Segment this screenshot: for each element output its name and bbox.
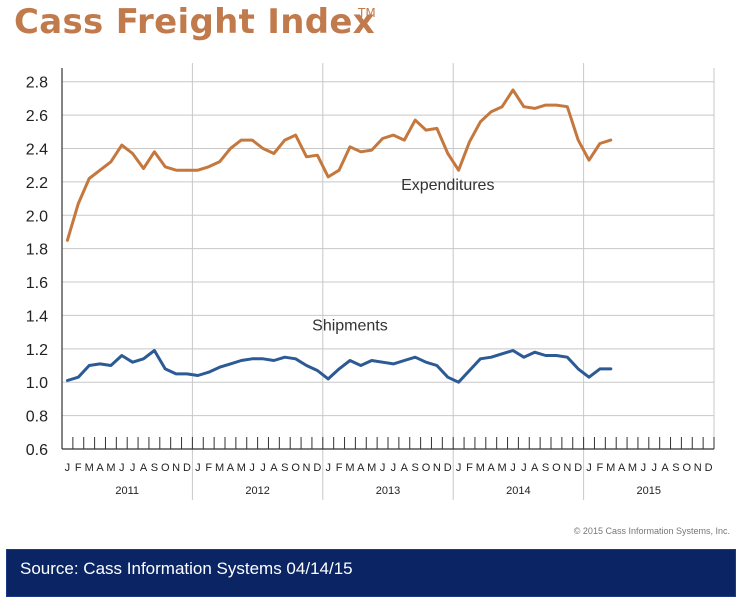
month-tick-label: A bbox=[227, 462, 235, 474]
month-tick-label: F bbox=[205, 462, 212, 474]
month-tick-label: M bbox=[345, 462, 354, 474]
month-tick-label: M bbox=[628, 462, 637, 474]
month-tick-label: A bbox=[140, 462, 148, 474]
month-tick-label: F bbox=[75, 462, 82, 474]
y-tick-label: 0.6 bbox=[26, 442, 48, 459]
month-tick-label: N bbox=[172, 462, 180, 474]
month-tick-label: N bbox=[433, 462, 441, 474]
chart-title: Cass Freight Index bbox=[14, 2, 375, 42]
month-tick-label: J bbox=[65, 462, 71, 474]
month-tick-label: F bbox=[597, 462, 604, 474]
month-tick-label: S bbox=[672, 462, 679, 474]
month-tick-label: N bbox=[303, 462, 311, 474]
y-tick-label: 2.6 bbox=[26, 108, 48, 125]
series-label-shipments: Shipments bbox=[312, 317, 388, 334]
month-tick-label: J bbox=[510, 462, 516, 474]
month-tick-label: M bbox=[85, 462, 94, 474]
series-line-expenditures bbox=[65, 88, 613, 242]
month-tick-label: J bbox=[119, 462, 125, 474]
year-label: 2013 bbox=[376, 485, 400, 497]
month-tick-label: A bbox=[401, 462, 409, 474]
month-tick-label: J bbox=[456, 462, 462, 474]
y-tick-label: 2.0 bbox=[26, 208, 48, 225]
month-tick-label: A bbox=[488, 462, 496, 474]
source-text: Source: Cass Information Systems 04/14/1… bbox=[20, 559, 353, 578]
month-tick-label: S bbox=[411, 462, 418, 474]
trademark-mark: TM bbox=[358, 6, 376, 20]
grid-lines bbox=[62, 63, 715, 500]
month-tick-label: O bbox=[291, 462, 300, 474]
month-tick-label: J bbox=[195, 462, 201, 474]
month-tick-label: J bbox=[586, 462, 592, 474]
month-tick-label: S bbox=[542, 462, 549, 474]
month-tick-label: J bbox=[325, 462, 331, 474]
month-tick-label: O bbox=[422, 462, 431, 474]
copyright-notice: © 2015 Cass Information Systems, Inc. bbox=[573, 526, 730, 536]
month-tick-label: M bbox=[606, 462, 615, 474]
axes bbox=[61, 68, 715, 450]
y-tick-label: 1.4 bbox=[26, 308, 48, 325]
source-banner: Source: Cass Information Systems 04/14/1… bbox=[6, 549, 736, 597]
month-tick-label: N bbox=[563, 462, 571, 474]
y-tick-label: 1.6 bbox=[26, 275, 48, 292]
year-labels: 2011 2012 2013 2014 2015 bbox=[115, 485, 661, 497]
month-tick-label: A bbox=[357, 462, 365, 474]
month-tick-label: M bbox=[237, 462, 246, 474]
month-tick-label: J bbox=[641, 462, 647, 474]
y-tick-label: 2.8 bbox=[26, 75, 48, 92]
series-label-expenditures: Expenditures bbox=[401, 177, 494, 194]
month-tick-label: A bbox=[270, 462, 278, 474]
month-tick-label: J bbox=[130, 462, 136, 474]
month-tick-label: J bbox=[521, 462, 527, 474]
month-tick-label: D bbox=[705, 462, 713, 474]
month-tick-label: A bbox=[661, 462, 669, 474]
y-tick-label: 1.0 bbox=[26, 375, 48, 392]
month-tick-label: O bbox=[683, 462, 692, 474]
month-tick-label: F bbox=[336, 462, 343, 474]
year-label: 2011 bbox=[115, 485, 139, 497]
month-tick-label: O bbox=[161, 462, 170, 474]
month-tick-label: S bbox=[281, 462, 288, 474]
month-tick-label: D bbox=[313, 462, 321, 474]
month-tick-label: J bbox=[651, 462, 657, 474]
y-tick-label: 1.2 bbox=[26, 342, 48, 359]
month-tick-label: J bbox=[380, 462, 386, 474]
year-label: 2014 bbox=[506, 485, 530, 497]
y-tick-label: 1.8 bbox=[26, 242, 48, 259]
year-label: 2015 bbox=[637, 485, 661, 497]
month-tick-label: O bbox=[552, 462, 561, 474]
month-tick-label: A bbox=[618, 462, 626, 474]
month-tick-label: J bbox=[249, 462, 255, 474]
y-tick-labels: 0.6 0.8 1.0 1.2 1.4 1.6 1.8 2.0 2.2 2.4 2.6 2.8 bbox=[26, 75, 48, 459]
y-tick-label: 2.4 bbox=[26, 141, 48, 158]
month-tick-label: S bbox=[151, 462, 158, 474]
month-tick-label: J bbox=[260, 462, 266, 474]
month-tick-label: M bbox=[215, 462, 224, 474]
series-labels: Expenditures Shipments bbox=[312, 177, 494, 334]
month-tick-label: M bbox=[106, 462, 115, 474]
month-tick-label: N bbox=[694, 462, 702, 474]
month-tick-label: A bbox=[96, 462, 104, 474]
y-tick-label: 0.8 bbox=[26, 409, 48, 426]
series-line-shipments bbox=[65, 349, 613, 384]
month-tick-label: J bbox=[391, 462, 397, 474]
month-tick-label: M bbox=[476, 462, 485, 474]
month-tick-label: A bbox=[531, 462, 539, 474]
y-tick-label: 2.2 bbox=[26, 175, 48, 192]
month-tick-label: D bbox=[574, 462, 582, 474]
month-tick-label: M bbox=[367, 462, 376, 474]
month-tick-label: D bbox=[183, 462, 191, 474]
month-tick-label: D bbox=[444, 462, 452, 474]
year-label: 2012 bbox=[245, 485, 269, 497]
month-tick-label: F bbox=[466, 462, 473, 474]
month-tick-label: M bbox=[498, 462, 507, 474]
data-series bbox=[65, 88, 613, 384]
